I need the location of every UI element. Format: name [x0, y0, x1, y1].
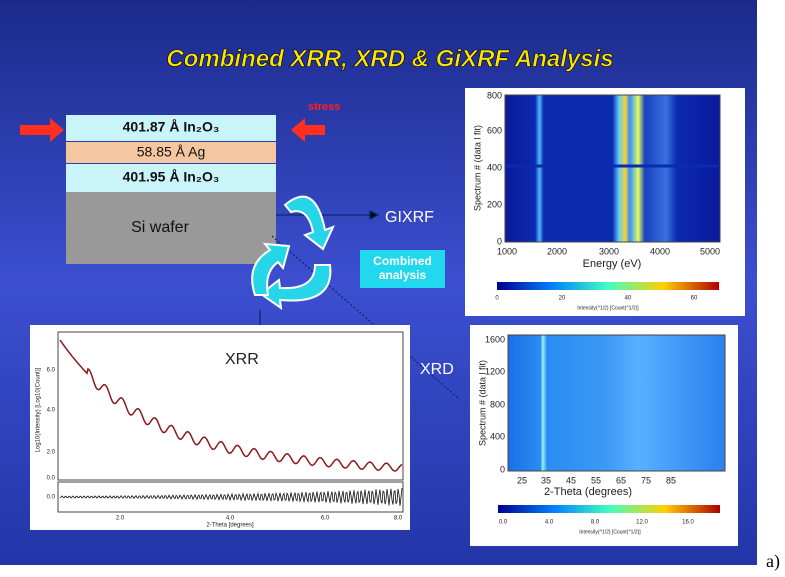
- colorbar-tick-label: 0.0: [499, 520, 508, 526]
- y-tick-label: 600: [487, 125, 502, 135]
- x-axis-label: Energy (eV): [583, 258, 642, 270]
- x-tick-label: 45: [566, 475, 576, 485]
- y-tick-label: 200: [487, 199, 502, 209]
- x-tick-label: 6.0: [321, 516, 330, 522]
- slide-title: Combined XRR, XRD & GiXRF Analysis: [166, 45, 613, 72]
- layer-label: Si wafer: [131, 219, 189, 236]
- x-tick-label: 5000: [700, 246, 720, 256]
- y-tick-label: 0: [497, 236, 502, 246]
- y-tick-label: 400: [490, 431, 505, 441]
- x-tick-label: 2.0: [116, 516, 125, 522]
- y-tick-label: 400: [487, 162, 502, 172]
- stress-label: stress: [308, 101, 340, 113]
- x-tick-label: 3000: [599, 246, 619, 256]
- y-axis-label: Spectrum # (data l fit): [477, 360, 487, 446]
- colorbar: [498, 505, 720, 513]
- x-axis-label: 2-Theta (degrees): [544, 486, 632, 498]
- colorbar-label: Intensity(^1/2) [Count(^1/2)]: [579, 529, 641, 535]
- layer-label: 58.85 Å Ag: [137, 144, 206, 160]
- x-tick-label: 1000: [497, 246, 517, 256]
- colorbar-tick-label: 12.0: [636, 520, 648, 526]
- y-tick-label: 0: [500, 464, 505, 474]
- colorbar-tick-label: 0: [495, 296, 499, 302]
- colorbar-tick-label: 40: [625, 296, 632, 302]
- heatmap: [504, 94, 721, 243]
- colorbar-tick-label: 16.0: [682, 520, 694, 526]
- y-tick-label: 0.0: [47, 495, 56, 501]
- colorbar-label: Intensity(^1/2) [Count(^1/2)]: [577, 305, 639, 311]
- x-axis-label: 2-Theta [degrees]: [206, 523, 254, 529]
- layer-label: 401.95 Å In₂O₃: [123, 169, 220, 185]
- cycle-arrows: [251, 195, 335, 311]
- xrr-curve: [59, 339, 403, 472]
- y-tick-label: 1600: [485, 334, 505, 344]
- x-tick-label: 65: [616, 475, 626, 485]
- x-tick-label: 8.0: [394, 516, 403, 522]
- y-tick-label: 800: [490, 399, 505, 409]
- colorbar-tick-label: 4.0: [545, 520, 554, 526]
- y-tick-label: 2.0: [47, 450, 56, 456]
- x-tick-label: 75: [641, 475, 651, 485]
- y-tick-label: 6.0: [47, 368, 56, 374]
- y-tick-label: 800: [487, 90, 502, 100]
- x-tick-label: 25: [517, 475, 527, 485]
- x-tick-label: 2000: [547, 246, 567, 256]
- colorbar: [497, 282, 719, 290]
- y-axis-label: Spectrum # (data l fit): [472, 125, 482, 211]
- layer-box: [66, 164, 276, 192]
- arrow-left: [20, 118, 64, 142]
- combined-label: Combined analysis: [373, 254, 432, 282]
- layer-box: [66, 115, 276, 141]
- x-tick-label: 55: [591, 475, 601, 485]
- residual-frame: [57, 481, 404, 513]
- caption: a): [766, 551, 780, 572]
- heatmap: [507, 334, 726, 472]
- plot-frame: [57, 331, 404, 481]
- xrr-label: XRR: [225, 351, 259, 368]
- x-tick-label: 4.0: [226, 516, 235, 522]
- residual-curve: [59, 487, 403, 506]
- layer-box: [66, 192, 276, 264]
- xrd-label: XRD: [420, 361, 454, 378]
- colorbar-tick-label: 20: [559, 296, 566, 302]
- x-tick-label: 85: [666, 475, 676, 485]
- y-tick-label: 1200: [485, 366, 505, 376]
- y-axis-label: Log10(Intensity) [Log10(Count)]: [36, 367, 42, 452]
- gixrf-label: GIXRF: [385, 209, 434, 226]
- combined-box: [360, 250, 445, 288]
- arrow-right: [291, 118, 325, 142]
- y-tick-label: 4.0: [47, 408, 56, 414]
- combined-text-box: Combined analysis: [373, 254, 432, 282]
- x-tick-label: 4000: [650, 246, 670, 256]
- colorbar-tick-label: 8.0: [591, 520, 600, 526]
- layer-box: [66, 142, 276, 163]
- colorbar-tick-label: 60: [691, 296, 698, 302]
- layer-label: 401.87 Å In₂O₃: [123, 119, 220, 135]
- y-tick-label: 0.0: [47, 476, 56, 482]
- x-tick-label: 35: [541, 475, 551, 485]
